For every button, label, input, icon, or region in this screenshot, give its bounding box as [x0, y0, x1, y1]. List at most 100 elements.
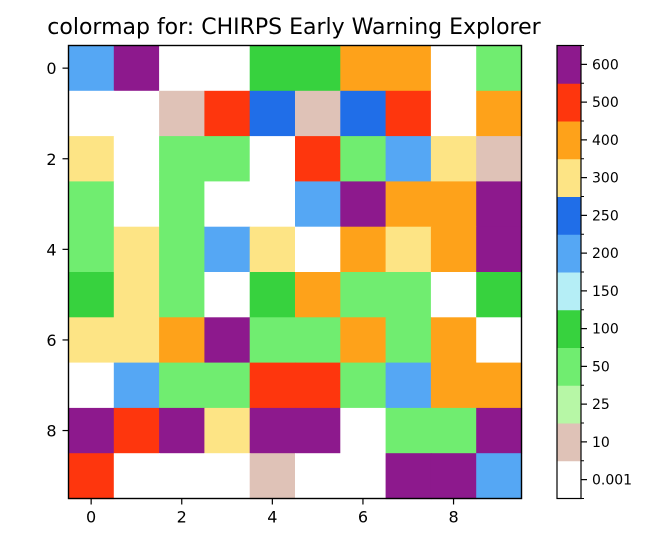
- heatmap-cell: [385, 453, 432, 500]
- colorbar-bin: [557, 158, 581, 197]
- colorbar-bin: [557, 385, 581, 424]
- heatmap-cell: [430, 407, 477, 454]
- x-tick-label: 8: [448, 508, 458, 527]
- heatmap-cell: [249, 362, 296, 409]
- heatmap-cell: [430, 453, 477, 500]
- heatmap-cell: [204, 226, 251, 273]
- heatmap-cell: [113, 45, 160, 92]
- heatmap-cell: [476, 226, 523, 273]
- heatmap-cell: [295, 407, 341, 454]
- y-tick-label: 2: [46, 150, 56, 169]
- colorbar-bin: [557, 121, 581, 160]
- colorbar-tick-label: 600: [592, 57, 619, 73]
- colorbar-tick-label: 0.001: [592, 473, 632, 489]
- heatmap-cell: [159, 317, 205, 364]
- heatmap-cell: [68, 181, 115, 228]
- heatmap-cell: [385, 407, 432, 454]
- colorbar-tick-label: 25: [592, 397, 610, 413]
- heatmap-cell: [204, 317, 251, 364]
- heatmap-cell: [159, 272, 205, 318]
- heatmap-cell: [159, 453, 205, 500]
- heatmap-cell: [476, 181, 523, 228]
- heatmap-cell: [340, 90, 387, 137]
- heatmap-cell: [159, 136, 205, 182]
- heatmap-cell: [295, 317, 341, 364]
- heatmap-cell: [249, 453, 296, 500]
- plot-frame: [67, 44, 523, 500]
- heatmap-cell: [249, 136, 296, 182]
- colorbar-tick-label: 150: [592, 284, 619, 300]
- heatmap-cell: [385, 90, 432, 137]
- heatmap-cell: [113, 362, 160, 409]
- heatmap-cell: [340, 453, 387, 500]
- heatmap-cell: [68, 226, 115, 273]
- heatmap-cell: [340, 407, 387, 454]
- heatmap-cell: [340, 181, 387, 228]
- colorbar-tick-label: 200: [592, 246, 619, 262]
- heatmap-cell: [476, 362, 523, 409]
- colorbar-tick-label: 10: [592, 435, 610, 451]
- heatmap-cell: [113, 272, 160, 318]
- y-axis: 0 2 4 6 8: [46, 59, 69, 441]
- heatmap-cell: [476, 272, 523, 318]
- y-tick-label: 0: [46, 59, 56, 78]
- heatmap-cells: [68, 45, 523, 500]
- colorbar-tick-label: 250: [592, 208, 619, 224]
- x-axis: 0 2 4 6 8: [86, 498, 459, 527]
- heatmap-cell: [385, 272, 432, 318]
- colorbar-bin: [557, 460, 581, 499]
- colorbar-bin: [557, 234, 581, 273]
- colorbar-bin: [557, 423, 581, 462]
- heatmap-cell: [340, 226, 387, 273]
- heatmap-cell: [68, 45, 115, 92]
- heatmap-cell: [340, 317, 387, 364]
- heatmap-cell: [113, 181, 160, 228]
- heatmap-cell: [476, 317, 523, 364]
- heatmap-cell: [430, 317, 477, 364]
- heatmap-cell: [476, 136, 523, 182]
- heatmap-cell: [295, 226, 341, 273]
- heatmap-cell: [385, 136, 432, 182]
- heatmap-cell: [430, 181, 477, 228]
- heatmap-cell: [204, 45, 251, 92]
- heatmap-cell: [295, 90, 341, 137]
- y-tick-label: 8: [46, 422, 56, 441]
- heatmap-cell: [340, 136, 387, 182]
- heatmap-cell: [68, 90, 115, 137]
- heatmap-cell: [159, 90, 205, 137]
- colorbar-bin: [557, 45, 581, 84]
- colorbar-tick-label: 500: [592, 95, 619, 111]
- heatmap-cell: [204, 136, 251, 182]
- heatmap-cell: [204, 362, 251, 409]
- heatmap-cell: [204, 453, 251, 500]
- x-tick-label: 6: [358, 508, 368, 527]
- colorbar-tick-label: 50: [592, 359, 610, 375]
- y-tick-label: 6: [46, 331, 56, 350]
- colorbar-tick-label: 100: [592, 322, 619, 338]
- heatmap-cell: [204, 272, 251, 318]
- heatmap-cell: [295, 362, 341, 409]
- heatmap-cell: [249, 181, 296, 228]
- heatmap-cell: [385, 45, 432, 92]
- heatmap-cell: [295, 45, 341, 92]
- heatmap-cell: [430, 362, 477, 409]
- heatmap-cell: [249, 226, 296, 273]
- heatmap-cell: [295, 272, 341, 318]
- heatmap-cell: [204, 90, 251, 137]
- heatmap-cell: [385, 226, 432, 273]
- heatmap-cell: [68, 362, 115, 409]
- heatmap-cell: [476, 90, 523, 137]
- heatmap-cell: [113, 90, 160, 137]
- heatmap-cell: [159, 181, 205, 228]
- heatmap-cell: [476, 453, 523, 500]
- heatmap-cell: [249, 90, 296, 137]
- heatmap-cell: [159, 407, 205, 454]
- chart-title: colormap for: CHIRPS Early Warning Explo…: [47, 15, 541, 40]
- heatmap-cell: [430, 272, 477, 318]
- heatmap-cell: [385, 362, 432, 409]
- heatmap-cell: [68, 272, 115, 318]
- heatmap-cell: [430, 136, 477, 182]
- heatmap-cell: [68, 453, 115, 500]
- heatmap-cell: [340, 272, 387, 318]
